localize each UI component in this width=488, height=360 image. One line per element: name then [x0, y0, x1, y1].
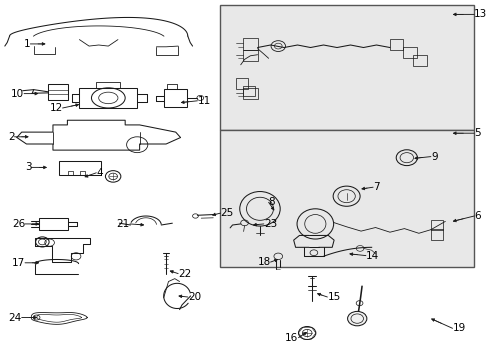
Text: 15: 15	[326, 292, 340, 302]
Text: 21: 21	[117, 219, 130, 229]
Text: 18: 18	[257, 257, 270, 267]
Text: 25: 25	[220, 208, 233, 218]
Bar	[235, 78, 247, 89]
Text: 17: 17	[12, 258, 25, 268]
Text: 9: 9	[430, 152, 437, 162]
Bar	[243, 50, 257, 61]
Bar	[430, 220, 442, 230]
Text: 16: 16	[285, 333, 298, 343]
Bar	[59, 161, 101, 175]
Text: 23: 23	[264, 219, 277, 229]
Bar	[48, 84, 68, 100]
Text: 3: 3	[24, 162, 31, 172]
Bar	[79, 88, 137, 108]
Bar	[403, 47, 416, 58]
Text: 24: 24	[8, 312, 21, 323]
Text: 1: 1	[23, 39, 30, 49]
Text: 22: 22	[178, 269, 191, 279]
Text: 5: 5	[473, 128, 480, 138]
Text: 8: 8	[268, 197, 275, 207]
Text: 20: 20	[187, 292, 201, 302]
Ellipse shape	[347, 311, 366, 326]
Bar	[430, 229, 442, 240]
Bar	[243, 88, 257, 99]
Bar	[220, 130, 473, 267]
Bar	[243, 38, 257, 50]
Text: 19: 19	[451, 323, 465, 333]
Text: 26: 26	[12, 219, 25, 229]
Text: 2: 2	[8, 132, 15, 142]
Text: 4: 4	[96, 168, 102, 178]
Bar	[389, 39, 403, 50]
Bar	[243, 86, 255, 96]
Text: 7: 7	[372, 182, 379, 192]
Bar	[220, 5, 473, 130]
Text: 13: 13	[473, 9, 487, 19]
Bar	[40, 218, 68, 230]
Text: 10: 10	[11, 89, 24, 99]
Bar	[412, 55, 426, 66]
Bar	[163, 89, 186, 107]
Text: 6: 6	[473, 211, 480, 221]
Text: 14: 14	[365, 251, 378, 261]
Text: 12: 12	[49, 103, 62, 113]
Text: 11: 11	[197, 96, 210, 106]
